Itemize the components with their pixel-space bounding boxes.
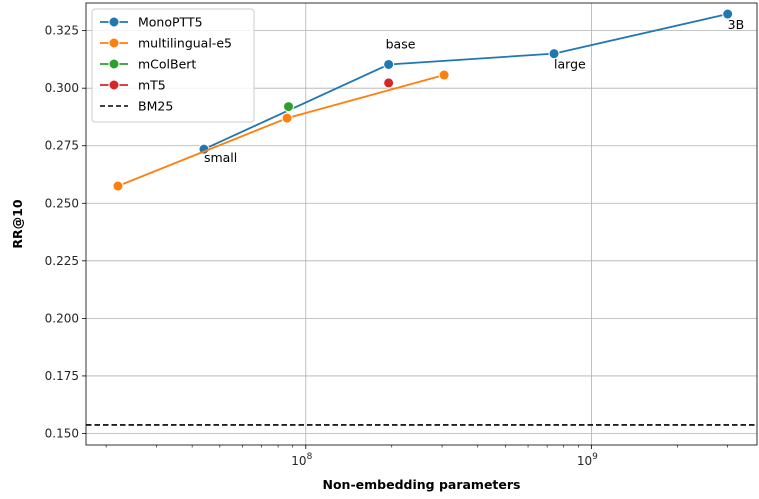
legend-entry-monoptt5: MonoPTT5 xyxy=(100,15,203,30)
x-tick-label: 109 xyxy=(577,452,598,468)
y-tick-label: 0.275 xyxy=(45,139,79,153)
y-axis-ticks: 0.150 0.175 0.200 0.225 0.250 0.275 0.300 0.325 xyxy=(45,24,86,440)
series-layer xyxy=(112,8,734,192)
y-tick-label: 0.225 xyxy=(45,254,79,268)
monoptt5-point xyxy=(383,58,395,70)
x-tick-label: 108 xyxy=(291,452,312,468)
legend-label: multilingual-e5 xyxy=(138,36,232,51)
point-label-small: small xyxy=(204,150,237,165)
monoptt5-point xyxy=(722,8,734,20)
mcolbert-point xyxy=(283,101,295,113)
legend: MonoPTT5 multilingual-e5 mColBert mT5 BM25 xyxy=(91,8,255,123)
multilingual-e5-point xyxy=(112,180,124,192)
monoptt5-point xyxy=(548,48,560,60)
point-annotations: small base large 3B xyxy=(204,17,744,165)
y-tick-label: 0.325 xyxy=(45,24,79,38)
point-label-large: large xyxy=(554,57,586,72)
point-label-base: base xyxy=(386,36,416,51)
legend-label: mT5 xyxy=(138,78,166,93)
y-tick-label: 0.175 xyxy=(45,369,79,383)
legend-entry-multilingual-e5: multilingual-e5 xyxy=(100,36,232,51)
legend-swatch-marker xyxy=(108,16,120,28)
legend-entry-mt5: mT5 xyxy=(100,78,166,93)
y-tick-label: 0.300 xyxy=(45,81,79,95)
legend-label: MonoPTT5 xyxy=(138,15,203,30)
legend-swatch-marker xyxy=(108,37,120,49)
x-axis-label: Non-embedding parameters xyxy=(323,477,521,492)
mt5-point xyxy=(383,77,395,89)
legend-swatch-marker xyxy=(108,79,120,91)
legend-swatch-marker xyxy=(108,58,120,70)
legend-label: BM25 xyxy=(138,99,173,114)
multilingual-e5-point xyxy=(438,69,450,81)
x-minor-ticks xyxy=(105,445,728,448)
y-axis-label: RR@10 xyxy=(10,199,25,248)
y-tick-label: 0.150 xyxy=(45,426,79,440)
legend-box xyxy=(91,8,255,123)
x-axis-ticks: 108 109 xyxy=(291,445,598,468)
point-label-3b: 3B xyxy=(728,17,745,32)
multilingual-e5-point xyxy=(281,112,293,124)
legend-label: mColBert xyxy=(138,57,196,72)
plot-frame xyxy=(85,2,758,446)
legend-entry-bm25: BM25 xyxy=(100,99,173,114)
monoptt5-line xyxy=(203,13,728,151)
y-tick-label: 0.250 xyxy=(45,196,79,210)
y-tick-label: 0.200 xyxy=(45,311,79,325)
legend-entry-mcolbert: mColBert xyxy=(100,57,196,72)
